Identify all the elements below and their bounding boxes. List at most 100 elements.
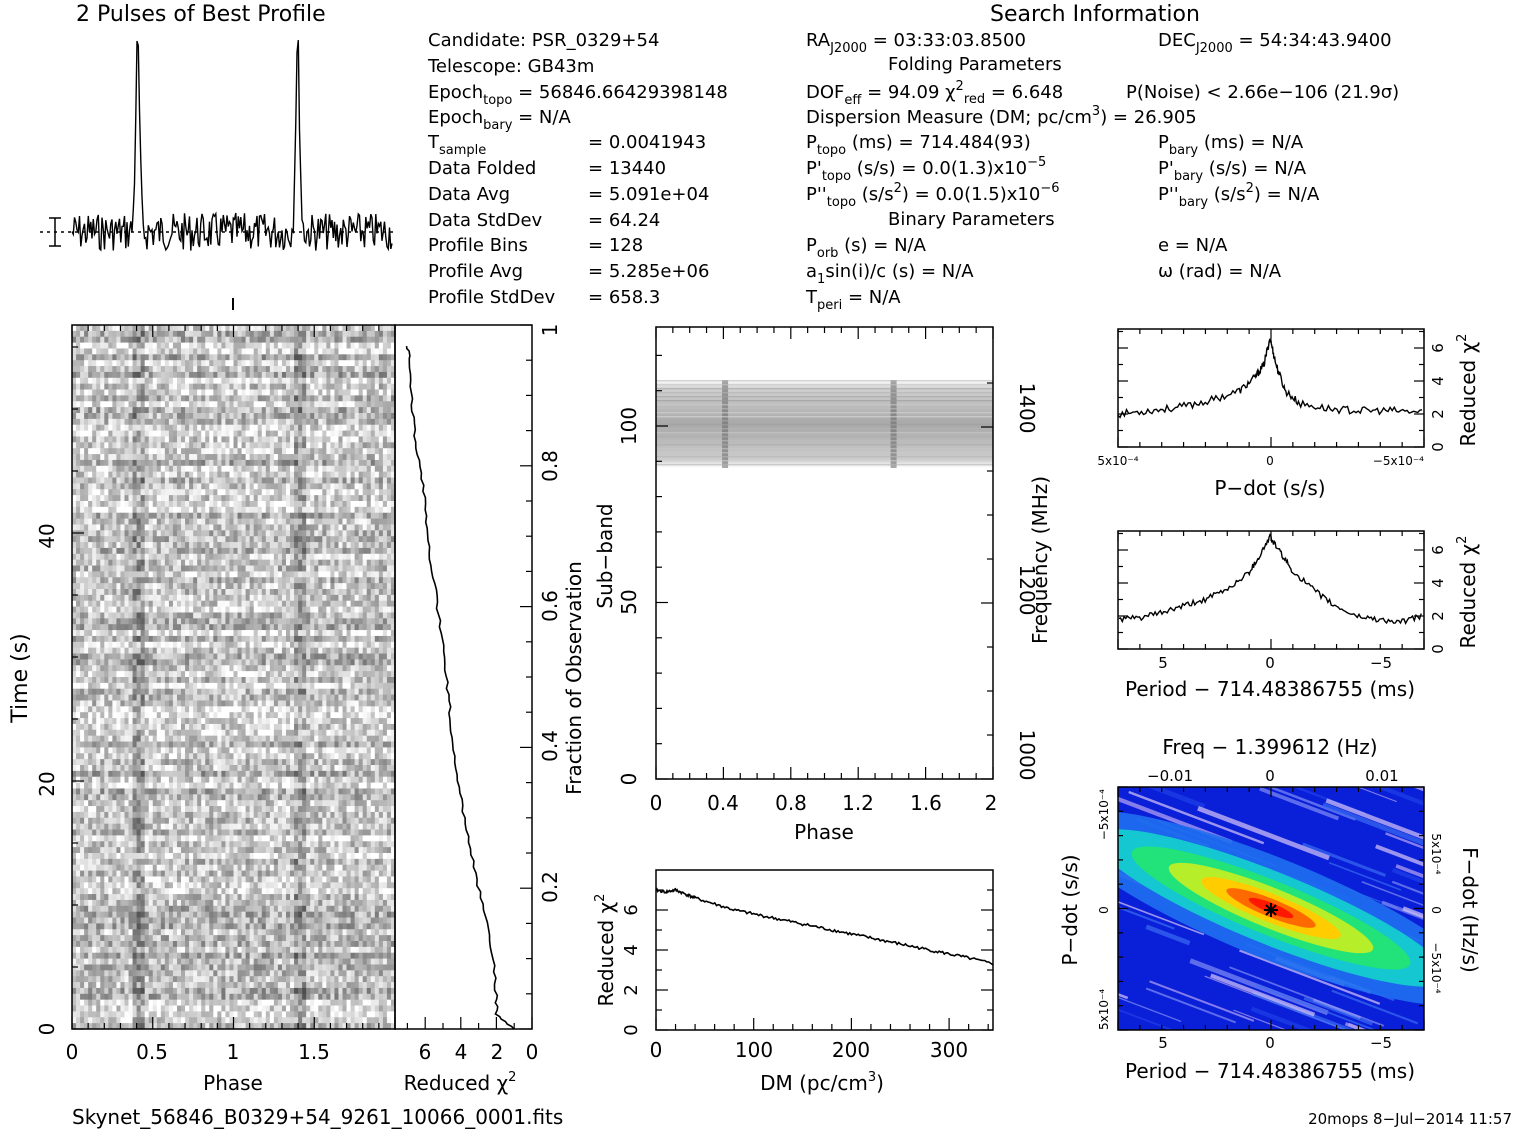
heatmap-cell [282,495,286,501]
heatmap-cell [221,413,225,419]
heatmap-cell [137,607,141,613]
heatmap-cell [137,636,141,642]
heatmap-cell [92,348,96,354]
heatmap-cell [149,419,153,425]
heatmap-cell [177,431,181,437]
heatmap-cell [153,530,157,536]
heatmap-cell [379,630,383,636]
heatmap-cell [193,419,197,425]
heatmap-cell [169,360,173,366]
heatmap-cell [250,542,254,548]
heatmap-cell [217,566,221,572]
heatmap-cell [133,419,137,425]
heatmap-cell [254,624,258,630]
heatmap-cell [274,566,278,572]
heatmap-cell [306,683,310,689]
heatmap-cell [282,524,286,530]
heatmap-cell [229,460,233,466]
heatmap-cell [351,519,355,525]
heatmap-cell [149,366,153,372]
heatmap-cell [129,483,133,489]
heatmap-cell [314,507,318,513]
heatmap-cell [193,372,197,378]
heatmap-cell [379,460,383,466]
heatmap-cell [254,366,258,372]
ra: RAJ2000 = 03:33:03.8500 [806,30,1026,56]
heatmap-cell [242,536,246,542]
heatmap-cell [250,659,254,665]
heatmap-cell [149,589,153,595]
heatmap-cell [242,348,246,354]
heatmap-cell [197,448,201,454]
heatmap-cell [173,642,177,648]
heatmap-cell [96,395,100,401]
heatmap-cell [290,325,294,331]
heatmap-cell [100,665,104,671]
heatmap-cell [270,530,274,536]
heatmap-cell [298,542,302,548]
heatmap-cell [254,501,258,507]
heatmap-cell [209,425,213,431]
heatmap-cell [108,472,112,478]
heatmap-cell [359,343,363,349]
heatmap-cell [161,366,165,372]
heatmap-cell [298,337,302,343]
heatmap-cell [314,337,318,343]
heatmap-cell [310,595,314,601]
heatmap-cell [359,483,363,489]
heatmap-cell [363,343,367,349]
heatmap-cell [314,331,318,337]
heatmap-cell [161,630,165,636]
heatmap-cell [371,413,375,419]
heatmap-cell [387,677,391,683]
heatmap-cell [278,560,282,566]
heatmap-cell [100,671,104,677]
heatmap-cell [383,354,387,360]
heatmap-cell [355,413,359,419]
heatmap-cell [351,343,355,349]
heatmap-cell [371,360,375,366]
heatmap-cell [181,513,185,519]
heatmap-cell [258,472,262,478]
heatmap-cell [347,395,351,401]
heatmap-cell [379,677,383,683]
heatmap-cell [318,583,322,589]
heatmap-cell [165,659,169,665]
heatmap-cell [294,530,298,536]
heatmap-cell [242,390,246,396]
heatmap-cell [258,513,262,519]
heatmap-cell [270,677,274,683]
heatmap-cell [286,343,290,349]
heatmap-cell [234,554,238,560]
heatmap-cell [262,331,266,337]
heatmap-cell [221,395,225,401]
heatmap-cell [266,630,270,636]
heatmap-cell [165,372,169,378]
heatmap-cell [286,542,290,548]
heatmap-cell [161,419,165,425]
heatmap-cell [149,413,153,419]
heatmap-cell [262,665,266,671]
heatmap-cell [217,390,221,396]
heatmap-cell [359,654,363,660]
heatmap-cell [322,601,326,607]
heatmap-cell [225,478,229,484]
heatmap-cell [258,478,262,484]
heatmap-cell [84,378,88,384]
heatmap-cell [201,495,205,501]
heatmap-cell [88,554,92,560]
heatmap-cell [250,583,254,589]
heatmap-cell [108,659,112,665]
heatmap-cell [209,442,213,448]
heatmap-cell [379,436,383,442]
heatmap-cell [88,671,92,677]
heatmap-cell [153,659,157,665]
heatmap-cell [96,642,100,648]
heatmap-cell [359,636,363,642]
heatmap-cell [100,337,104,343]
heatmap-cell [221,589,225,595]
heatmap-cell [205,343,209,349]
heatmap-cell [258,683,262,689]
heatmap-cell [221,407,225,413]
heatmap-cell [347,436,351,442]
